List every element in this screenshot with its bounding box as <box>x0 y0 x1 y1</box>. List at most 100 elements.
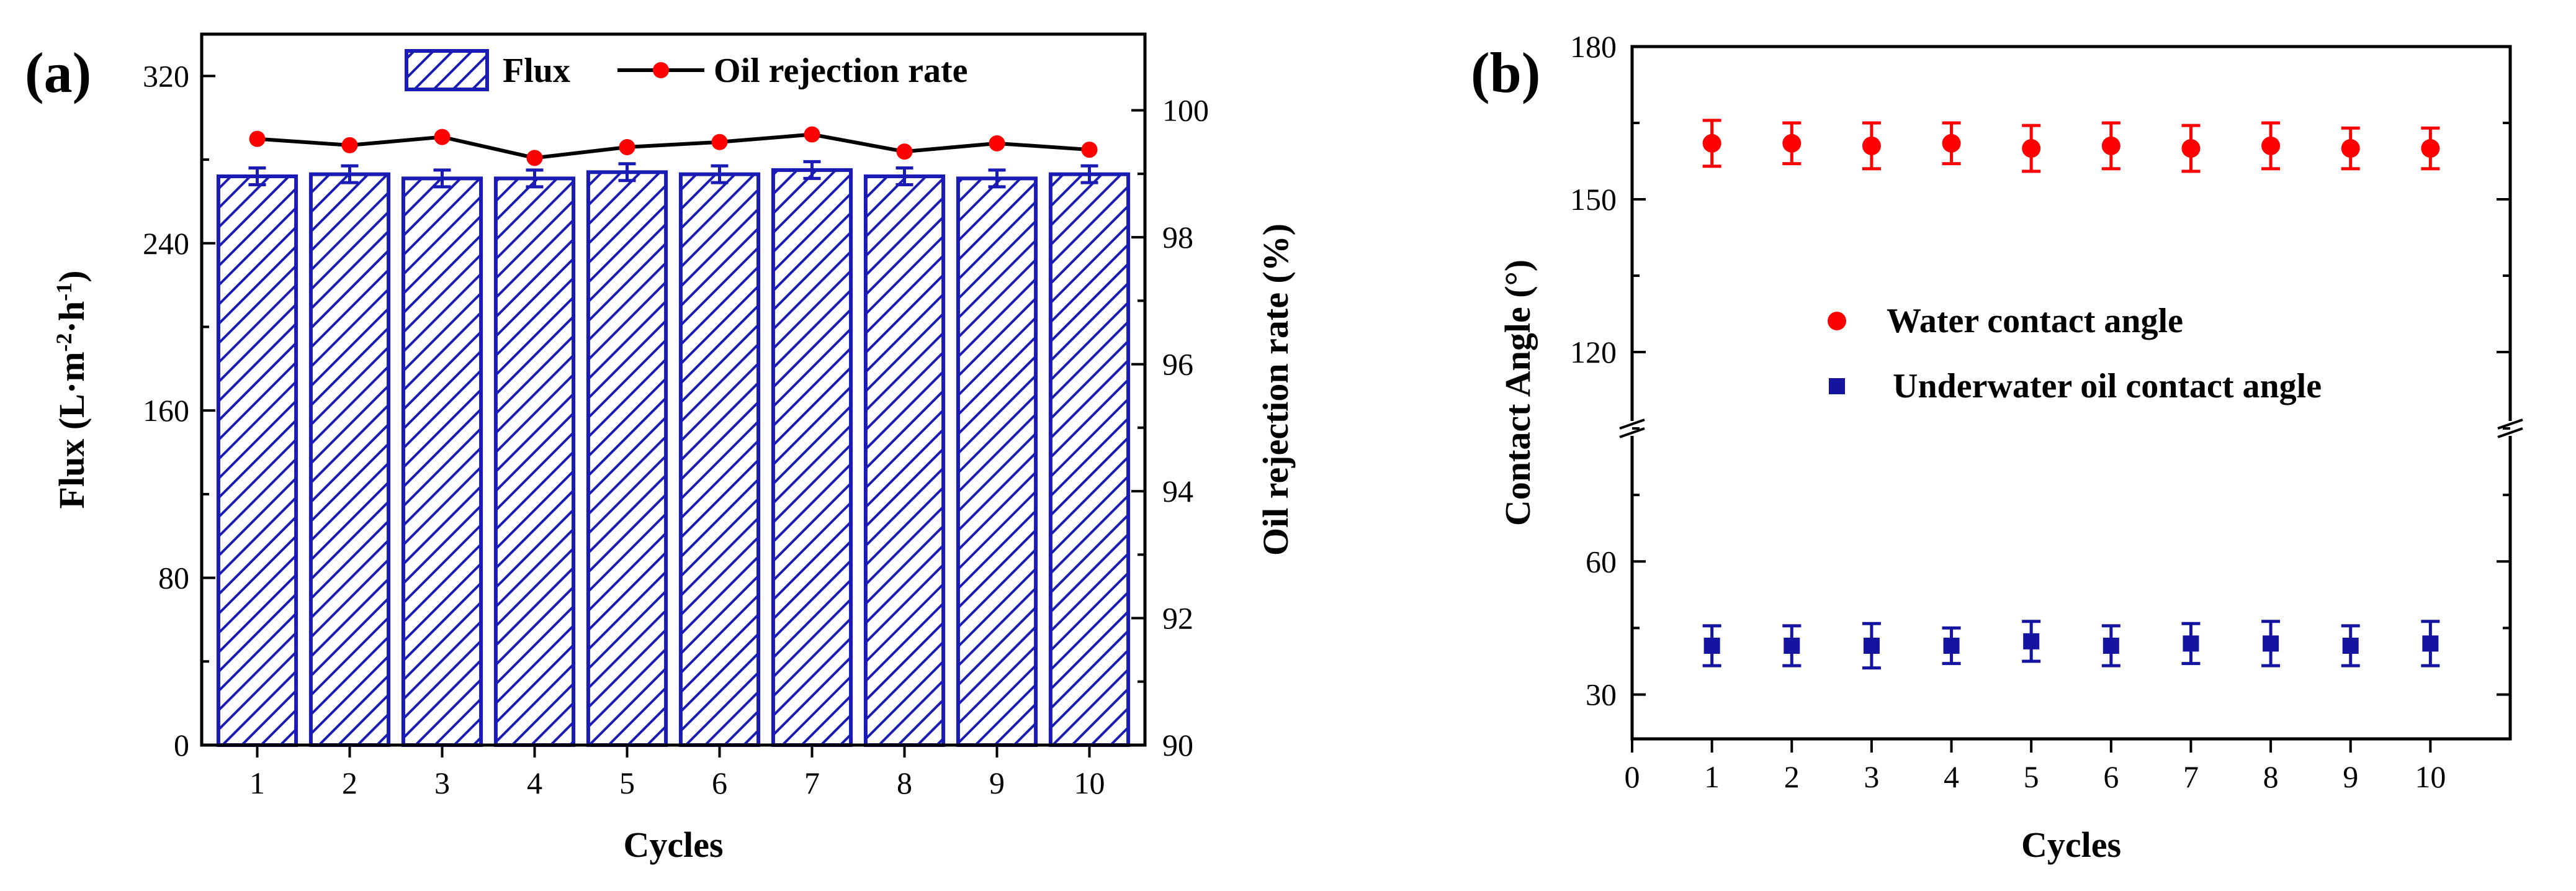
flux-bar-10 <box>1048 172 1131 748</box>
flux-bar-7 <box>771 168 853 748</box>
y-tick-label-30: 30 <box>1586 677 1617 712</box>
chart-a: 0 80 160 240 320 90 92 94 96 98 100 1 2 3 4 5 6 7 8 9 10 Cycl… <box>25 32 1296 865</box>
x-tick-label-b-4: 4 <box>1944 759 1959 794</box>
y-axis-label-left: Flux (L·m-2·h-1) <box>52 271 92 509</box>
left-tick-label-0: 0 <box>174 728 189 762</box>
water-contact-angle-point-2 <box>1782 133 1802 153</box>
x-tick-label-b-6: 6 <box>2103 759 2119 794</box>
x-tick-label-b-5: 5 <box>2024 759 2039 794</box>
oil-contact-angle-point-1 <box>1703 638 1720 654</box>
water-contact-angle-point-6 <box>2101 136 2120 155</box>
right-tick-label-98: 98 <box>1162 220 1193 255</box>
legend-water-label: Water contact angle <box>1887 302 2183 340</box>
x-axis-label-a: Cycles <box>623 825 723 865</box>
water-contact-angle-point-4 <box>1942 133 1961 153</box>
y-axis-label-right: Oil rejection rate (%) <box>1255 224 1296 556</box>
flux-bar-8 <box>863 174 946 747</box>
flux-bar-6 <box>678 172 761 748</box>
water-contact-angle-point-9 <box>2341 139 2360 158</box>
oil-rejection-point-1 <box>249 130 266 147</box>
oil-contact-angle-point-2 <box>1784 638 1800 654</box>
left-tick-label-320: 320 <box>143 58 189 93</box>
x-tick-label-b-0: 0 <box>1625 759 1640 794</box>
oil-contact-angle-point-6 <box>2103 638 2119 654</box>
oil-rejection-point-2 <box>341 137 358 153</box>
flux-bar-1 <box>216 174 298 747</box>
flux-bar-3 <box>401 176 483 747</box>
oil-rejection-point-6 <box>711 133 728 150</box>
right-tick-label-96: 96 <box>1162 347 1193 382</box>
water-contact-angle-point-1 <box>1702 133 1721 153</box>
oil-contact-angle-point-8 <box>2263 635 2279 652</box>
water-contact-angle-point-7 <box>2181 139 2201 158</box>
x-tick-label-a-8: 8 <box>897 766 912 800</box>
oil-rejection-point-9 <box>989 135 1005 152</box>
oil-contact-angle-point-10 <box>2422 635 2439 652</box>
oil-rejection-point-3 <box>434 129 451 145</box>
y-axis-label-b: Contact Angle (°) <box>1497 260 1538 526</box>
oil-contact-angle-point-7 <box>2183 635 2199 652</box>
legend-flux-label: Flux <box>503 52 570 90</box>
x-tick-label-b-3: 3 <box>1864 759 1879 794</box>
oil-contact-angle-point-4 <box>1943 638 1960 654</box>
axis-break-mark <box>1619 427 1645 438</box>
x-tick-label-a-7: 7 <box>804 766 820 800</box>
oil-rejection-line <box>257 132 1090 160</box>
x-tick-label-b-1: 1 <box>1704 759 1720 794</box>
legend-oil-label: Underwater oil contact angle <box>1893 367 2322 405</box>
y-tick-label-180: 180 <box>1570 29 1617 64</box>
right-tick-label-94: 94 <box>1162 474 1193 509</box>
right-tick-label-100: 100 <box>1162 93 1209 128</box>
x-tick-label-b-2: 2 <box>1784 759 1800 794</box>
left-tick-label-160: 160 <box>143 393 189 428</box>
x-tick-label-a-3: 3 <box>434 766 450 800</box>
x-tick-label-a-4: 4 <box>527 766 542 800</box>
left-tick-label-80: 80 <box>158 561 189 595</box>
oil-rejection-point-5 <box>619 138 635 155</box>
oil-rejection-point-10 <box>1081 142 1098 158</box>
flux-bar-2 <box>308 172 391 748</box>
right-tick-label-90: 90 <box>1162 728 1193 762</box>
x-tick-label-b-9: 9 <box>2343 759 2358 794</box>
x-axis-label-b: Cycles <box>2021 825 2121 865</box>
plot-frame-a <box>200 32 1147 747</box>
panel-label-b: (b) <box>1471 41 1540 104</box>
legend-oil-marker <box>1829 378 1845 394</box>
right-tick-label-92: 92 <box>1162 601 1193 636</box>
axis-break-mark <box>1619 418 1645 430</box>
x-tick-label-a-6: 6 <box>712 766 727 800</box>
x-tick-label-a-1: 1 <box>249 766 265 800</box>
x-tick-label-a-10: 10 <box>1074 766 1105 800</box>
flux-bar-5 <box>586 170 668 747</box>
oil-rejection-point-4 <box>526 150 543 166</box>
oil-contact-angle-point-9 <box>2342 638 2359 654</box>
legend-water-marker <box>1828 312 1846 330</box>
oil-rejection-point-8 <box>896 143 913 160</box>
legend-rejection-marker <box>653 62 669 78</box>
water-contact-angle-point-8 <box>2261 136 2281 155</box>
legend-flux-swatch <box>405 49 489 91</box>
x-tick-label-b-8: 8 <box>2263 759 2279 794</box>
water-contact-angle-point-3 <box>1862 136 1881 155</box>
flux-bar-4 <box>493 176 576 747</box>
water-contact-angle-point-10 <box>2421 139 2440 158</box>
oil-rejection-point-7 <box>804 126 820 143</box>
chart-b: 120 150 180 30 60 0 1 2 3 4 5 6 7 8 9 10 Water contact a… <box>1471 29 2523 865</box>
x-tick-label-b-7: 7 <box>2183 759 2199 794</box>
y-tick-label-120: 120 <box>1570 335 1617 369</box>
panel-label-a: (a) <box>25 41 91 104</box>
x-tick-label-a-9: 9 <box>989 766 1005 800</box>
axis-break-mark <box>2497 427 2523 438</box>
x-tick-label-a-2: 2 <box>342 766 357 800</box>
x-tick-label-b-10: 10 <box>2415 759 2446 794</box>
oil-contact-angle-point-5 <box>2023 633 2040 649</box>
left-tick-label-240: 240 <box>143 226 189 261</box>
y-tick-label-60: 60 <box>1586 544 1617 579</box>
legend-rejection-label: Oil rejection rate <box>714 52 967 90</box>
plot-frame-b <box>1630 45 2512 741</box>
y-tick-label-150: 150 <box>1570 182 1617 217</box>
water-contact-angle-point-5 <box>2022 139 2041 158</box>
oil-contact-angle-point-3 <box>1863 638 1880 654</box>
x-tick-label-a-5: 5 <box>619 766 635 800</box>
